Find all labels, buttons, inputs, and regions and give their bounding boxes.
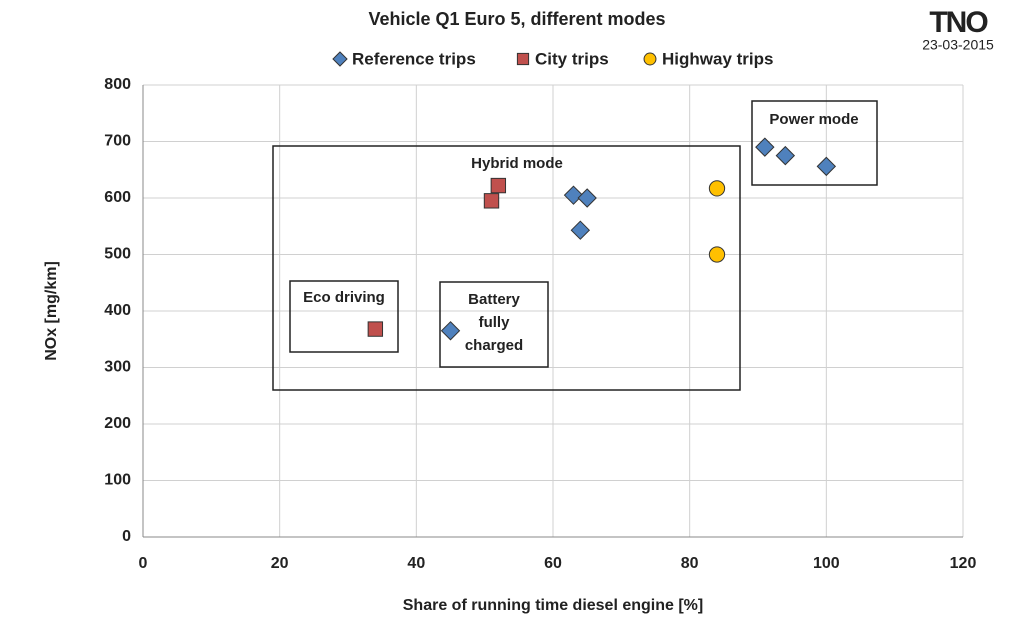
- y-tick-label: 300: [104, 359, 131, 376]
- y-tick-label: 200: [104, 415, 131, 432]
- x-tick-label: 60: [544, 555, 562, 572]
- legend-item: Reference trips: [332, 49, 476, 68]
- point: [708, 180, 726, 197]
- point: [490, 177, 507, 194]
- point: [367, 321, 384, 337]
- annotation-text: Hybrid mode: [471, 155, 563, 172]
- x-tick-label: 20: [271, 555, 289, 572]
- annotation-text: Power mode: [769, 111, 858, 128]
- point: [563, 185, 584, 205]
- point: [440, 321, 461, 341]
- annotation-box: [439, 281, 549, 368]
- point: [816, 156, 837, 177]
- point: [570, 220, 591, 240]
- legend-marker: [643, 52, 657, 66]
- x-tick-label: 120: [950, 555, 977, 572]
- y-axis-label: NOx [mg/km]: [43, 261, 60, 361]
- annotation-box: [272, 145, 741, 391]
- annotation-text: Eco driving: [303, 289, 385, 306]
- point: [708, 246, 726, 263]
- y-tick-label: 700: [104, 133, 131, 150]
- legend-label: City trips: [535, 49, 609, 68]
- annotation-box: [751, 100, 878, 186]
- y-tick-label: 500: [104, 246, 131, 263]
- x-tick-label: 40: [407, 555, 425, 572]
- y-tick-label: 600: [104, 189, 131, 206]
- x-axis-label: Share of running time diesel engine [%]: [403, 597, 703, 614]
- annotation-box: [289, 280, 399, 353]
- legend-label: Highway trips: [662, 49, 773, 68]
- legend-marker: [516, 52, 530, 66]
- point: [755, 137, 775, 157]
- x-tick-label: 0: [139, 555, 148, 572]
- point: [775, 145, 796, 166]
- x-tick-label: 80: [681, 555, 699, 572]
- legend-item: Highway trips: [643, 49, 773, 68]
- date: 23-03-2015: [922, 37, 994, 53]
- legend-label: Reference trips: [352, 49, 476, 68]
- logo: TNO: [929, 6, 988, 39]
- x-tick-label: 100: [813, 555, 840, 572]
- legend-marker: [332, 51, 348, 67]
- chart-title: Vehicle Q1 Euro 5, different modes: [368, 9, 665, 29]
- annotation-text: Battery: [468, 291, 520, 308]
- y-tick-label: 800: [104, 76, 131, 93]
- y-tick-label: 0: [122, 528, 131, 545]
- y-tick-label: 100: [104, 472, 131, 489]
- legend-item: City trips: [516, 49, 609, 68]
- point: [483, 193, 500, 209]
- point: [577, 188, 597, 208]
- y-tick-label: 400: [104, 302, 131, 319]
- annotation-text: fully: [479, 314, 510, 331]
- annotation-text: charged: [465, 337, 523, 354]
